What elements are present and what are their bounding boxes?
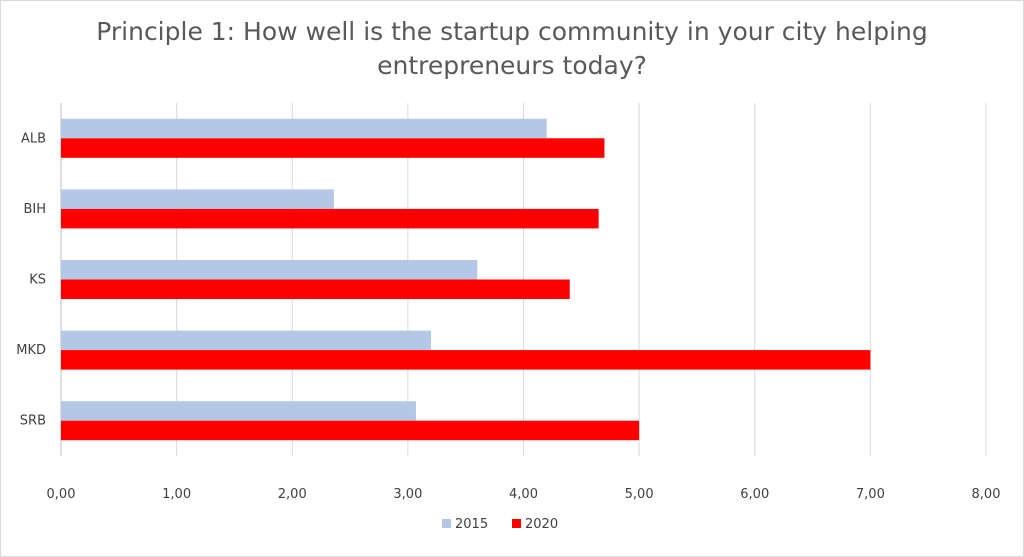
- y-tick-label: ALB: [21, 131, 46, 146]
- x-tick-label: 0,00: [47, 487, 76, 502]
- x-tick-label: 5,00: [625, 487, 654, 502]
- bar-2015-MKD: [61, 330, 431, 351]
- bar-2020-SRB: [61, 420, 640, 441]
- bar-2015-SRB: [61, 401, 416, 421]
- y-tick-label: SRB: [20, 414, 46, 429]
- chart-title-line-1: Principle 1: How well is the startup com…: [96, 17, 928, 46]
- y-tick-label: BIH: [23, 202, 46, 217]
- x-tick-label: 7,00: [856, 487, 885, 502]
- y-tick-label: KS: [29, 273, 46, 288]
- x-tick-label: 4,00: [509, 487, 538, 502]
- bar-2020-BIH: [61, 208, 599, 229]
- y-tick-label: MKD: [16, 343, 46, 358]
- bar-2015-BIH: [61, 189, 334, 209]
- x-tick-label: 8,00: [972, 487, 1001, 502]
- legend-label-2015: 2015: [455, 517, 488, 532]
- chart-title: Principle 1: How well is the startup com…: [1, 15, 1023, 83]
- bar-2020-MKD: [61, 350, 871, 370]
- chart-title-line-2: entrepreneurs today?: [377, 51, 647, 80]
- legend-swatch-2015: [442, 519, 451, 528]
- x-tick-label: 1,00: [162, 487, 191, 502]
- bar-2020-KS: [61, 279, 570, 299]
- bar-2020-ALB: [61, 138, 605, 158]
- x-tick-label: 6,00: [740, 487, 769, 502]
- x-tick-label: 2,00: [278, 487, 307, 502]
- x-tick-label: 3,00: [393, 487, 422, 502]
- legend-swatch-2020: [512, 519, 521, 528]
- legend-label-2020: 2020: [525, 517, 558, 532]
- bar-2015-ALB: [61, 118, 547, 139]
- bar-2015-KS: [61, 260, 478, 280]
